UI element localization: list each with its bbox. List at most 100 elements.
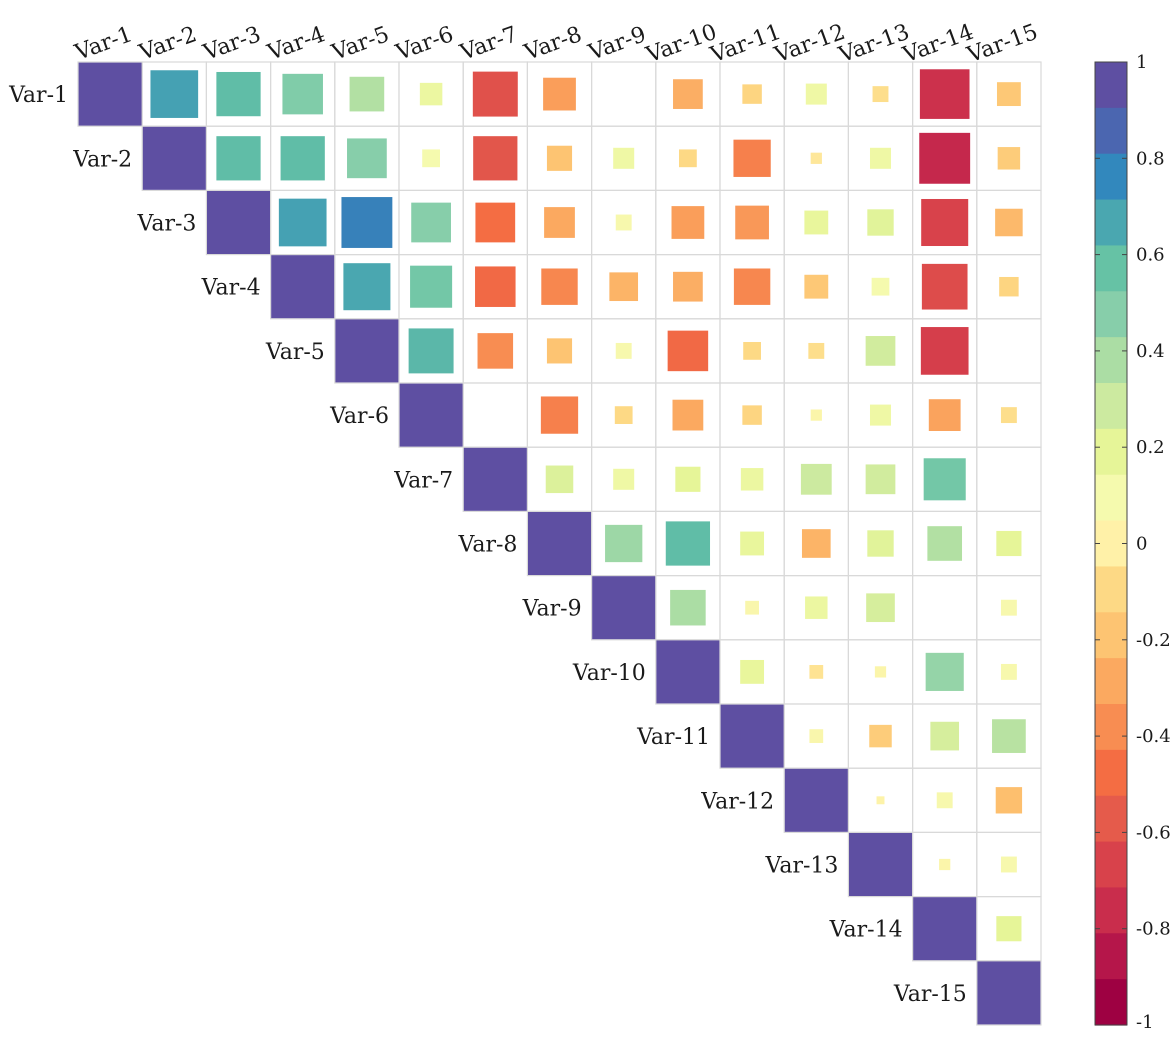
cell-Var-9-Var-13 xyxy=(866,593,895,623)
cell-Var-5-Var-6 xyxy=(408,328,454,374)
cell-Var-11-Var-14 xyxy=(930,721,960,751)
cell-Var-8-Var-13 xyxy=(867,530,894,557)
cell-Var-6-Var-15 xyxy=(1000,407,1017,424)
cell-Var-14-Var-15 xyxy=(996,916,1022,942)
cell-Var-2-Var-3 xyxy=(216,136,261,181)
cell-Var-8-Var-10 xyxy=(665,521,711,566)
row-label-Var-5: Var-5 xyxy=(265,340,325,365)
colorbar-tick-label: 1 xyxy=(1136,52,1147,73)
cell-Var-3-Var-8 xyxy=(544,207,575,238)
row-label-Var-2: Var-2 xyxy=(72,147,132,172)
colorbar-segment xyxy=(1095,658,1127,705)
colorbar-segment xyxy=(1095,428,1127,476)
cell-Var-5-Var-9 xyxy=(615,342,632,359)
cell-Var-8-Var-11 xyxy=(740,531,765,556)
cell-Var-10-Var-12 xyxy=(809,665,824,679)
cell-Var-5-Var-7 xyxy=(477,333,514,369)
colorbar-tick-label: 0.4 xyxy=(1136,341,1165,362)
colorbar-segment xyxy=(1095,474,1127,522)
cell-Var-2-Var-5 xyxy=(347,138,387,179)
cell-Var-3-Var-10 xyxy=(671,206,705,239)
cell-Var-3-Var-15 xyxy=(995,208,1023,237)
cell-Var-4-Var-10 xyxy=(673,271,703,302)
colorbar-segment xyxy=(1095,62,1127,109)
col-label-Var-1: Var-1 xyxy=(71,22,136,66)
colorbar-segment xyxy=(1095,841,1127,889)
cell-Var-3-Var-13 xyxy=(867,209,894,236)
cell-Var-1-Var-6 xyxy=(419,82,443,106)
colorbar-segment xyxy=(1095,795,1127,843)
cell-Var-12-Var-12 xyxy=(784,768,848,832)
cell-Var-1-Var-5 xyxy=(349,76,385,112)
colorbar-tick-label: 0.8 xyxy=(1136,148,1165,169)
cell-Var-3-Var-4 xyxy=(278,198,327,247)
cell-Var-2-Var-10 xyxy=(679,149,697,168)
cell-Var-11-Var-12 xyxy=(809,729,824,743)
cell-Var-1-Var-10 xyxy=(673,79,703,109)
grid-cell xyxy=(590,61,657,127)
cell-Var-7-Var-10 xyxy=(675,466,701,492)
cell-Var-1-Var-11 xyxy=(742,84,762,104)
cell-Var-6-Var-8 xyxy=(540,396,579,434)
cell-Var-1-Var-7 xyxy=(472,71,518,117)
colorbar-segment xyxy=(1095,383,1127,430)
cell-Var-2-Var-14 xyxy=(919,132,971,184)
cell-Var-1-Var-4 xyxy=(282,73,323,115)
row-label-Var-11: Var-11 xyxy=(636,725,710,750)
colorbar-segment xyxy=(1095,749,1127,797)
cell-Var-4-Var-13 xyxy=(871,277,890,296)
cell-Var-2-Var-7 xyxy=(473,136,518,181)
cell-Var-4-Var-15 xyxy=(999,276,1019,297)
colorbar-segment xyxy=(1095,337,1127,384)
cell-Var-2-Var-2 xyxy=(142,126,206,190)
cell-Var-14-Var-14 xyxy=(913,897,977,961)
cell-Var-4-Var-4 xyxy=(271,255,335,319)
row-label-Var-14: Var-14 xyxy=(829,918,903,943)
cell-Var-9-Var-10 xyxy=(670,589,706,626)
cell-Var-1-Var-8 xyxy=(543,77,576,111)
grid-cell xyxy=(462,382,529,448)
col-label-Var-8: Var-8 xyxy=(520,22,585,66)
colorbar-segment xyxy=(1095,199,1127,247)
cell-Var-2-Var-4 xyxy=(280,136,325,181)
col-label-Var-9: Var-9 xyxy=(585,22,650,66)
colorbar-segment xyxy=(1095,887,1127,934)
cell-Var-2-Var-15 xyxy=(997,147,1021,170)
cell-Var-10-Var-14 xyxy=(925,652,964,691)
cell-Var-8-Var-8 xyxy=(528,512,591,575)
col-label-Var-15: Var-15 xyxy=(963,20,1041,69)
cell-Var-3-Var-5 xyxy=(341,197,393,248)
cell-Var-2-Var-8 xyxy=(546,145,573,171)
cell-Var-6-Var-14 xyxy=(928,399,961,431)
cell-Var-10-Var-15 xyxy=(1000,663,1017,680)
cell-Var-6-Var-9 xyxy=(614,406,633,424)
grid-cell xyxy=(976,960,1042,1026)
cell-Var-4-Var-14 xyxy=(921,263,968,310)
cell-Var-1-Var-1 xyxy=(78,62,142,126)
cell-Var-7-Var-14 xyxy=(923,458,966,501)
cell-Var-1-Var-2 xyxy=(150,70,199,118)
colorbar-segment xyxy=(1095,520,1127,568)
row-label-Var-3: Var-3 xyxy=(136,212,196,237)
cell-Var-7-Var-8 xyxy=(545,465,574,494)
row-label-Var-10: Var-10 xyxy=(572,661,646,686)
col-label-Var-5: Var-5 xyxy=(328,22,393,66)
row-label-Var-6: Var-6 xyxy=(329,404,389,429)
colorbar-segment xyxy=(1095,245,1127,292)
colorbar-tick-label: 0.2 xyxy=(1136,437,1165,458)
grid-cell xyxy=(911,574,978,641)
cell-Var-5-Var-13 xyxy=(865,336,896,366)
cell-Var-13-Var-13 xyxy=(849,833,912,896)
colorbar-tick-label: 0.6 xyxy=(1136,245,1165,266)
cell-Var-2-Var-6 xyxy=(422,149,440,168)
row-label-Var-7: Var-7 xyxy=(393,468,453,493)
cell-Var-7-Var-12 xyxy=(800,463,832,495)
cell-Var-2-Var-13 xyxy=(869,147,892,169)
cell-Var-9-Var-11 xyxy=(745,600,759,615)
cell-Var-10-Var-10 xyxy=(656,640,720,704)
colorbar-tick-label: -0.4 xyxy=(1136,726,1171,747)
cell-Var-5-Var-12 xyxy=(808,342,825,359)
cell-Var-3-Var-7 xyxy=(475,202,516,243)
cell-Var-13-Var-14 xyxy=(939,858,951,871)
